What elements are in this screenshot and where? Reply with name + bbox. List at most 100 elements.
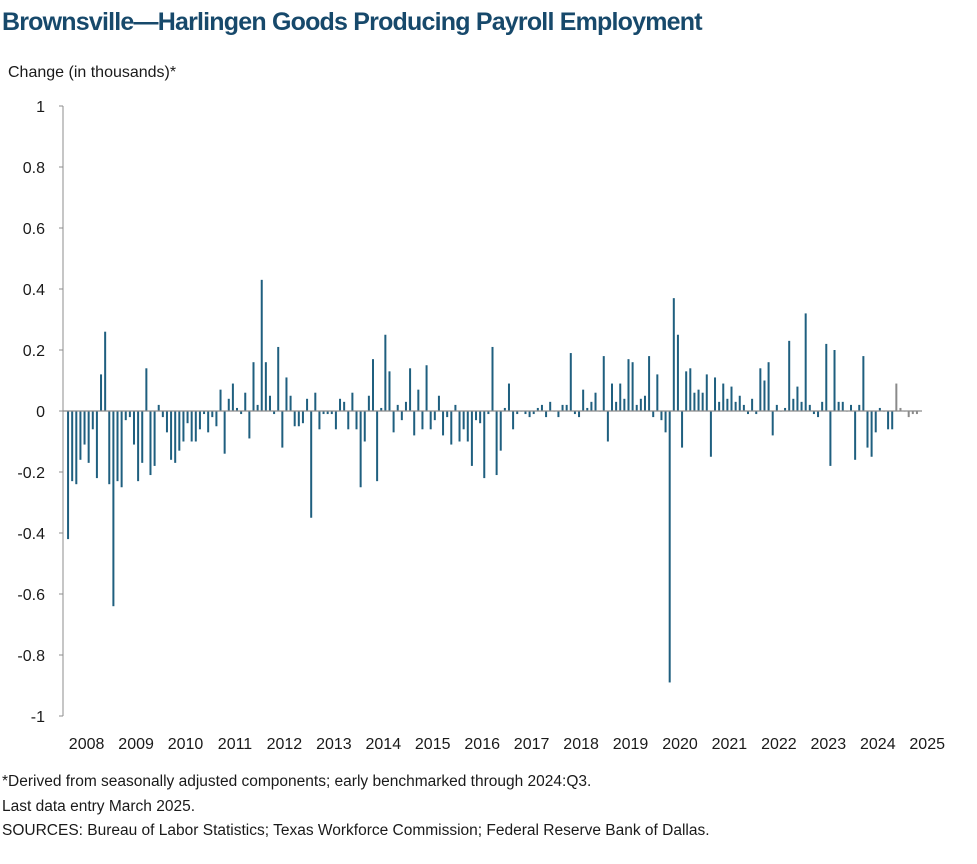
bar	[611, 383, 613, 411]
chart-title: Brownsville—Harlingen Goods Producing Pa…	[2, 8, 703, 36]
x-tick-label: 2015	[415, 736, 451, 753]
bar	[771, 411, 774, 436]
bar	[643, 395, 646, 411]
bar	[681, 411, 684, 448]
bar	[198, 411, 201, 430]
bar	[174, 411, 177, 463]
bar	[137, 411, 140, 482]
bar	[516, 411, 519, 415]
bar	[268, 395, 271, 411]
bar	[837, 401, 840, 411]
bar	[165, 411, 168, 433]
bar	[190, 411, 193, 442]
bar	[417, 389, 420, 411]
bar	[437, 395, 440, 411]
bar	[260, 279, 263, 411]
bar	[817, 411, 820, 418]
bar	[635, 404, 638, 411]
bar	[376, 411, 379, 482]
bar	[322, 411, 325, 415]
bar	[330, 411, 333, 415]
bar	[907, 411, 910, 418]
bar	[194, 411, 197, 442]
x-tick-label: 2025	[909, 736, 945, 753]
bar	[841, 401, 844, 411]
bar	[870, 411, 873, 457]
bar	[808, 404, 811, 411]
y-tick-label: 0.6	[23, 221, 45, 238]
x-tick-label: 2023	[811, 736, 847, 753]
bar	[660, 411, 663, 421]
x-tick-label: 2010	[168, 736, 204, 753]
x-tick-label: 2019	[613, 736, 649, 753]
bar	[512, 411, 515, 430]
bar	[108, 411, 111, 485]
bar	[458, 411, 461, 442]
bar	[91, 411, 94, 430]
bar	[804, 313, 807, 411]
bar	[446, 411, 449, 418]
bar	[631, 362, 634, 411]
bar	[71, 411, 74, 482]
bar	[565, 404, 568, 411]
bar	[161, 411, 164, 418]
bar	[656, 374, 659, 411]
bar	[709, 411, 712, 457]
bar	[289, 395, 292, 411]
bar	[421, 411, 424, 430]
bar	[615, 401, 618, 411]
bar	[648, 356, 651, 411]
bar	[306, 398, 309, 411]
bar	[367, 395, 370, 411]
bar	[100, 374, 103, 411]
bar	[495, 411, 498, 476]
bar	[895, 383, 898, 411]
x-tick-label: 2016	[464, 736, 500, 753]
bar	[561, 404, 564, 411]
bar	[821, 401, 824, 411]
bar	[775, 404, 778, 411]
bar	[433, 411, 436, 421]
bar	[227, 398, 230, 411]
bar	[627, 359, 630, 411]
bar	[755, 411, 758, 415]
bar	[355, 411, 358, 430]
bar	[573, 411, 576, 415]
x-tick-label: 2020	[662, 736, 698, 753]
bar	[388, 371, 391, 411]
bar	[264, 362, 267, 411]
bar	[528, 411, 531, 418]
bar	[182, 411, 185, 442]
bar	[170, 411, 173, 460]
bar	[676, 334, 679, 411]
x-tick-label: 2009	[118, 736, 154, 753]
x-axis: 2008 2009 2010 2011 2012 2013 2014 2015 2016 2017…	[63, 410, 945, 753]
bar	[392, 411, 395, 433]
bar	[582, 389, 585, 411]
bar	[219, 389, 222, 411]
bar	[664, 411, 667, 433]
y-tick-label: 0.4	[23, 282, 45, 299]
bar	[297, 411, 300, 427]
bar	[454, 404, 457, 411]
bar	[231, 383, 234, 411]
bar	[796, 386, 799, 411]
y-tick-label: 0.2	[23, 343, 45, 360]
bar	[252, 362, 255, 411]
bar	[112, 411, 115, 607]
bar	[899, 407, 902, 411]
bar	[483, 411, 486, 479]
bar	[334, 411, 337, 430]
bar	[784, 407, 787, 411]
x-tick-label: 2012	[267, 736, 303, 753]
bar	[685, 371, 688, 411]
bar	[742, 404, 745, 411]
bar	[751, 398, 754, 411]
bar	[178, 411, 181, 451]
x-tick-label: 2024	[860, 736, 896, 753]
footnote-last-entry: Last data entry March 2025.	[2, 797, 196, 815]
bar	[606, 411, 609, 442]
bar	[652, 411, 655, 418]
bar	[800, 401, 803, 411]
bar	[450, 411, 453, 445]
